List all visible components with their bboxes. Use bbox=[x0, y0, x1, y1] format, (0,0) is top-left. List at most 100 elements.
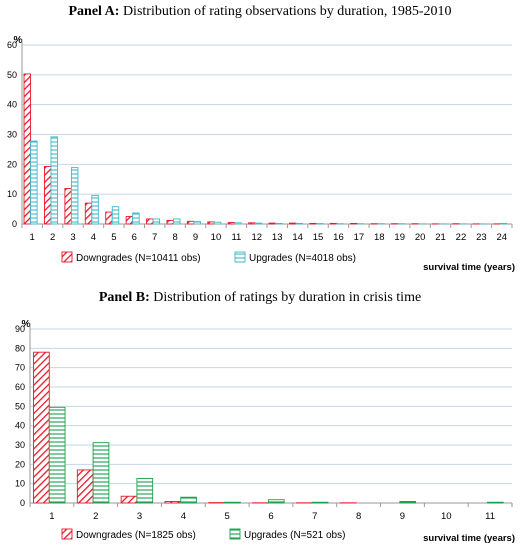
x-tick-label: 23 bbox=[476, 232, 487, 243]
upgrades-bar bbox=[70, 167, 79, 225]
upgrades-bar bbox=[180, 496, 197, 504]
downgrades-bar bbox=[268, 222, 277, 225]
x-tick-label: 21 bbox=[435, 232, 446, 243]
x-tick-label: 20 bbox=[415, 232, 426, 243]
downgrades-bar bbox=[33, 351, 50, 504]
y-axis-label: % bbox=[14, 35, 23, 46]
upgrades-bar bbox=[213, 221, 222, 225]
legend-upgrades-swatch bbox=[229, 528, 241, 540]
y-tick-label: 80 bbox=[15, 343, 25, 353]
y-tick-label: 10 bbox=[7, 189, 17, 199]
x-tick-label: 9 bbox=[400, 511, 405, 522]
downgrades-bar bbox=[164, 501, 182, 504]
upgrades-bar bbox=[254, 222, 263, 225]
x-tick-label: 3 bbox=[70, 232, 75, 243]
downgrades-bar bbox=[146, 218, 154, 225]
y-axis-label: % bbox=[22, 319, 31, 330]
legend-upgrades-swatch bbox=[234, 251, 246, 263]
x-tick-label: 8 bbox=[356, 511, 361, 522]
downgrades-bar bbox=[125, 216, 134, 225]
y-tick-label: 40 bbox=[15, 421, 25, 431]
x-tick-label: 8 bbox=[172, 232, 177, 243]
x-tick-label: 7 bbox=[312, 511, 317, 522]
x-tick-label: 19 bbox=[394, 232, 405, 243]
downgrades-bar bbox=[227, 222, 236, 225]
legend-label: Downgrades (N=1825 obs) bbox=[76, 530, 196, 541]
x-tick-label: 5 bbox=[111, 232, 116, 243]
x-tick-label: 22 bbox=[456, 232, 467, 243]
downgrades-bar bbox=[23, 73, 32, 225]
upgrades-bar bbox=[30, 140, 38, 225]
y-tick-label: 30 bbox=[15, 440, 25, 450]
downgrades-bar bbox=[44, 165, 52, 225]
legend-downgrades-swatch bbox=[61, 528, 73, 540]
downgrades-bar bbox=[76, 469, 94, 504]
x-tick-label: 6 bbox=[132, 232, 137, 243]
x-tick-label: 9 bbox=[193, 232, 198, 243]
upgrades-bar bbox=[173, 218, 181, 225]
upgrades-bar bbox=[193, 221, 201, 225]
downgrades-bar bbox=[120, 495, 138, 504]
x-tick-label: 10 bbox=[441, 511, 452, 522]
panel-b-title-bold: Panel B: bbox=[98, 290, 150, 305]
panel-b-chart: 0 10 20 30 40 50 60 70 80 90% 1 2 3 4 5 6 7 8 9 10 11 Downgra… bbox=[15, 319, 515, 544]
x-axis-label: survival time (years) bbox=[423, 533, 515, 544]
upgrades-bar bbox=[399, 501, 417, 504]
legend-label: Upgrades (N=4018 obs) bbox=[249, 253, 356, 264]
upgrades-bar bbox=[311, 501, 329, 504]
upgrades-bar bbox=[234, 222, 242, 225]
x-axis-label: survival time (years) bbox=[423, 262, 515, 273]
panel-a-title: Panel A: Distribution of rating observat… bbox=[0, 4, 520, 20]
y-tick-label: 0 bbox=[20, 498, 25, 508]
x-tick-label: 14 bbox=[292, 232, 303, 243]
downgrades-bar bbox=[207, 221, 215, 225]
x-tick-label: 3 bbox=[137, 511, 142, 522]
x-tick-label: 11 bbox=[485, 511, 495, 522]
upgrades-bar bbox=[267, 499, 285, 504]
upgrades-bar bbox=[275, 222, 283, 225]
upgrades-bar bbox=[487, 501, 504, 504]
x-tick-label: 12 bbox=[252, 232, 263, 243]
y-tick-label: 40 bbox=[7, 100, 17, 110]
y-tick-label: 10 bbox=[15, 479, 25, 489]
panel-b-title: Panel B: Distribution of ratings by dura… bbox=[0, 290, 520, 306]
upgrades-bar bbox=[499, 222, 508, 225]
x-tick-label: 11 bbox=[231, 232, 241, 243]
upgrades-bar bbox=[48, 406, 66, 504]
upgrades-bar bbox=[92, 442, 110, 504]
downgrades-bar bbox=[105, 211, 113, 225]
x-tick-label: 2 bbox=[50, 232, 55, 243]
downgrades-bar bbox=[309, 222, 317, 225]
y-tick-label: 50 bbox=[7, 70, 17, 80]
downgrades-bar bbox=[329, 222, 338, 225]
downgrades-bar bbox=[350, 222, 358, 225]
downgrades-bar bbox=[84, 202, 93, 225]
legend-downgrades-swatch bbox=[61, 251, 73, 263]
upgrades-bar bbox=[91, 194, 99, 225]
y-tick-label: 20 bbox=[15, 459, 25, 469]
panel-a-title-text: Distribution of rating observations by d… bbox=[119, 4, 452, 19]
x-tick-label: 13 bbox=[272, 232, 283, 243]
upgrades-bar bbox=[152, 218, 161, 225]
y-tick-label: 20 bbox=[7, 159, 17, 169]
downgrades-bar bbox=[186, 220, 195, 225]
downgrades-bar bbox=[248, 222, 256, 225]
x-tick-label: 17 bbox=[354, 232, 365, 243]
y-tick-label: 50 bbox=[15, 401, 25, 411]
y-tick-label: 60 bbox=[15, 382, 25, 392]
y-tick-label: 0 bbox=[12, 219, 17, 229]
downgrades-bar bbox=[166, 219, 174, 225]
upgrades-bar bbox=[132, 212, 140, 225]
legend-label: Upgrades (N=521 obs) bbox=[244, 530, 345, 541]
y-tick-label: 60 bbox=[7, 40, 17, 50]
x-tick-label: 1 bbox=[30, 232, 35, 243]
downgrades-bar bbox=[289, 222, 297, 225]
panel-a-title-bold: Panel A: bbox=[68, 4, 120, 19]
x-tick-label: 4 bbox=[91, 232, 96, 243]
x-tick-label: 1 bbox=[49, 511, 54, 522]
downgrades-bar bbox=[64, 188, 72, 225]
x-tick-label: 24 bbox=[497, 232, 508, 243]
x-tick-label: 6 bbox=[268, 511, 273, 522]
y-tick-label: 70 bbox=[15, 363, 25, 373]
